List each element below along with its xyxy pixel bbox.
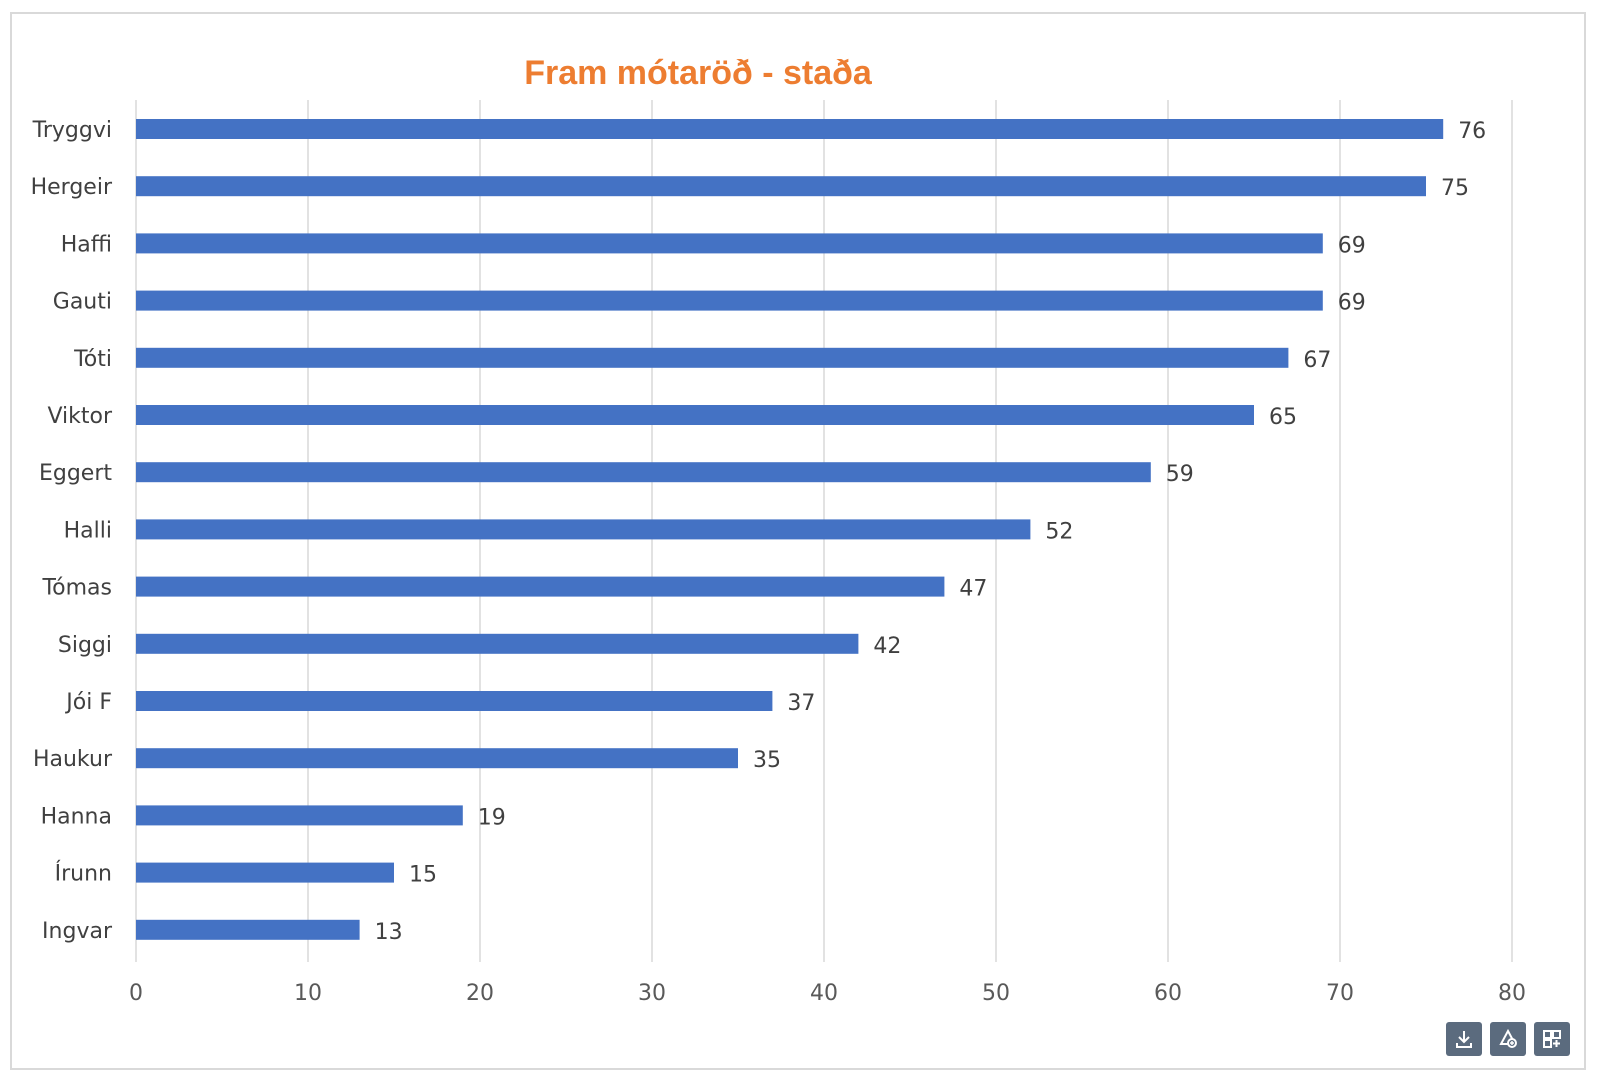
bar bbox=[136, 290, 1323, 311]
data-label: 75 bbox=[1441, 176, 1469, 201]
data-label: 69 bbox=[1338, 233, 1366, 258]
x-tick-label: 30 bbox=[638, 981, 666, 1006]
data-label: 13 bbox=[375, 920, 403, 945]
axis-layer: 0 10 20 30 40 50 60 70 80 bbox=[129, 981, 1526, 1006]
data-label: 65 bbox=[1269, 405, 1297, 430]
download-button[interactable] bbox=[1446, 1022, 1482, 1056]
data-label: 67 bbox=[1303, 348, 1331, 373]
recycle-button[interactable] bbox=[1490, 1022, 1526, 1056]
download-icon bbox=[1456, 1031, 1472, 1048]
data-label: 76 bbox=[1458, 119, 1486, 144]
bar bbox=[136, 233, 1323, 254]
category-label: Tóti bbox=[73, 347, 112, 372]
bar bbox=[136, 633, 859, 654]
x-tick-label: 0 bbox=[129, 981, 143, 1006]
x-tick-label: 50 bbox=[982, 981, 1010, 1006]
bar bbox=[136, 405, 1254, 425]
category-label: Gauti bbox=[53, 290, 112, 315]
expand-icon bbox=[1543, 1030, 1561, 1048]
x-tick-label: 70 bbox=[1326, 981, 1354, 1006]
recycle-icon bbox=[1499, 1028, 1517, 1048]
category-label: Ingvar bbox=[42, 919, 113, 944]
category-label: Haukur bbox=[33, 747, 113, 772]
bar bbox=[136, 519, 1031, 540]
data-label: 37 bbox=[787, 691, 815, 716]
data-label: 15 bbox=[409, 863, 437, 888]
bar bbox=[136, 805, 463, 826]
category-label: Tryggvi bbox=[32, 118, 112, 143]
bar bbox=[136, 462, 1151, 483]
data-label: 47 bbox=[959, 577, 987, 602]
data-label: 42 bbox=[873, 634, 901, 659]
category-label: Jói F bbox=[64, 690, 112, 715]
chart-toolbar bbox=[1446, 1022, 1570, 1056]
bar bbox=[136, 691, 773, 711]
bar-chart: Fram mótaröð - staða Tryggvi 76 Hergeir 75 H… bbox=[31, 54, 1526, 1006]
bar bbox=[136, 576, 945, 597]
bar bbox=[136, 748, 738, 769]
category-label: Eggert bbox=[39, 461, 112, 486]
chart-frame: Fram mótaröð - staða Tryggvi 76 Hergeir 75 H… bbox=[10, 12, 1586, 1070]
category-label: Tómas bbox=[41, 576, 112, 601]
category-label: Írunn bbox=[55, 861, 112, 887]
category-label: Hergeir bbox=[31, 175, 113, 200]
chart-title: Fram mótaröð - staða bbox=[524, 54, 873, 92]
x-tick-label: 20 bbox=[466, 981, 494, 1006]
category-label: Hanna bbox=[41, 804, 112, 829]
bar bbox=[136, 862, 394, 883]
data-label: 69 bbox=[1338, 291, 1366, 316]
bar-layer bbox=[136, 119, 1444, 940]
data-label: 19 bbox=[478, 805, 506, 830]
bar bbox=[136, 119, 1444, 139]
category-label: Viktor bbox=[47, 404, 113, 429]
data-label: 52 bbox=[1045, 519, 1073, 544]
x-tick-label: 10 bbox=[294, 981, 322, 1006]
data-label: 35 bbox=[753, 748, 781, 773]
category-label: Haffi bbox=[61, 232, 112, 257]
bar bbox=[136, 176, 1426, 197]
category-label: Halli bbox=[64, 518, 112, 543]
x-tick-label: 80 bbox=[1498, 981, 1526, 1006]
label-layer: Tryggvi 76 Hergeir 75 Haffi 69 Gauti 69 Tóti 67 Vi… bbox=[31, 118, 1487, 945]
x-tick-label: 60 bbox=[1154, 981, 1182, 1006]
category-label: Siggi bbox=[58, 633, 112, 658]
data-label: 59 bbox=[1166, 462, 1194, 487]
bar bbox=[136, 347, 1289, 368]
bar bbox=[136, 919, 360, 940]
x-tick-label: 40 bbox=[810, 981, 838, 1006]
expand-button[interactable] bbox=[1534, 1022, 1570, 1056]
